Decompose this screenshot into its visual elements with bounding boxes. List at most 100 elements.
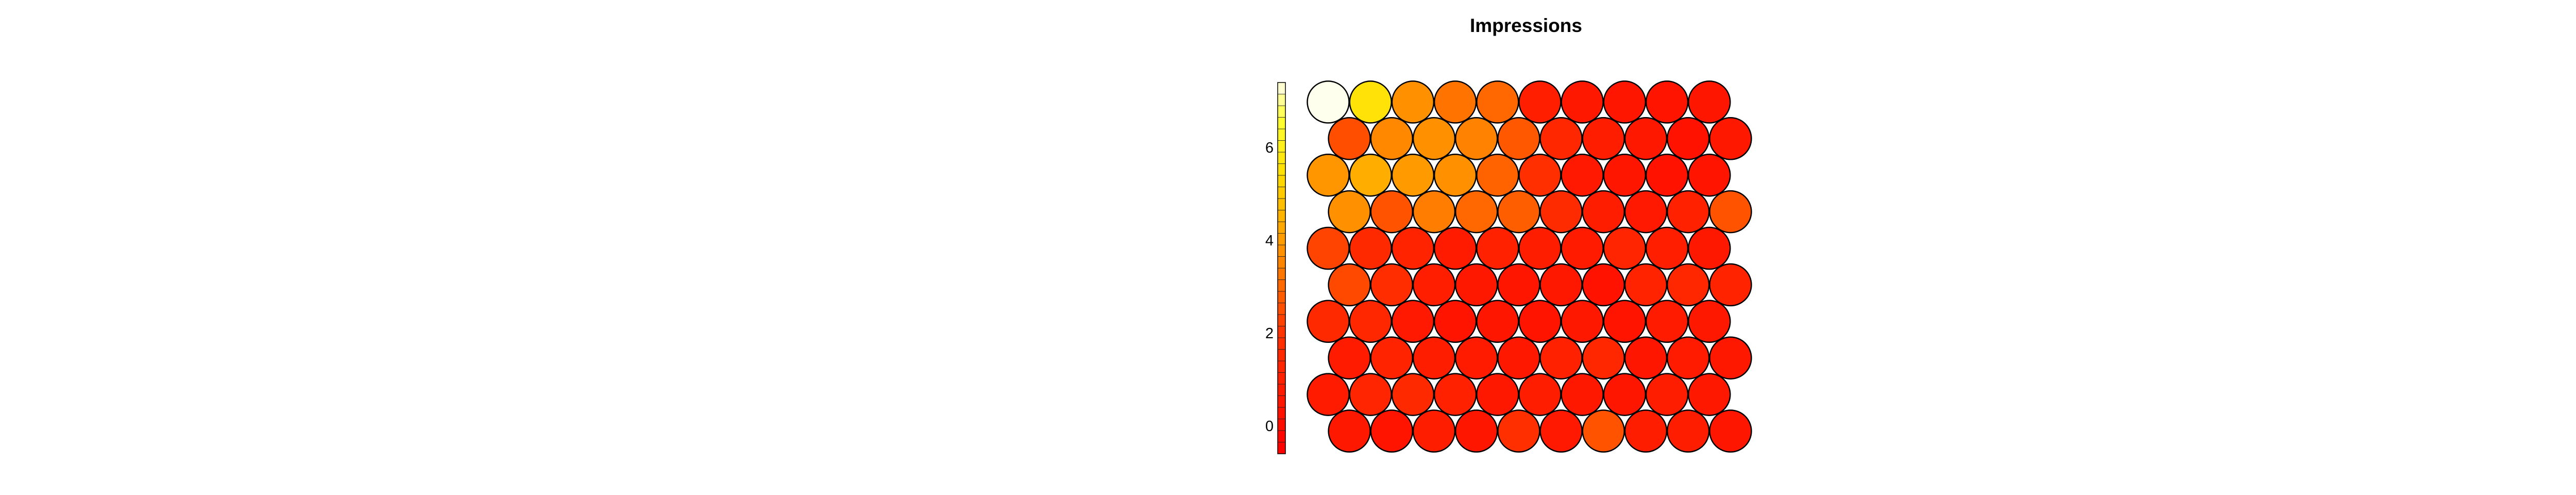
hex-cell: [1561, 226, 1604, 270]
hex-cell: [1433, 373, 1477, 416]
hex-cell: [1412, 336, 1456, 380]
hex-cell: [1561, 373, 1604, 416]
hex-cell: [1645, 80, 1689, 124]
legend-color-segment: [1277, 384, 1286, 396]
hex-cell: [1307, 80, 1350, 124]
hex-cell: [1328, 409, 1371, 453]
hex-cell: [1476, 80, 1519, 124]
legend-color-segment: [1277, 163, 1286, 176]
hex-cell: [1497, 263, 1540, 307]
hex-cell: [1582, 336, 1625, 380]
legend-color-segment: [1277, 82, 1286, 94]
legend-tick-labels: 0 2 4 6: [1265, 140, 1274, 435]
legend-color-segment: [1277, 244, 1286, 257]
legend-color-segment: [1277, 303, 1286, 315]
hex-cell: [1391, 226, 1435, 270]
hex-cell: [1709, 117, 1752, 160]
hex-cell: [1370, 409, 1414, 453]
hex-cell: [1370, 117, 1414, 160]
hex-cell: [1688, 226, 1731, 270]
hex-cell: [1454, 263, 1498, 307]
hex-cell: [1476, 226, 1519, 270]
hex-cell: [1497, 117, 1540, 160]
hex-cell: [1391, 80, 1435, 124]
hex-cell: [1412, 190, 1456, 234]
hex-cell: [1645, 226, 1689, 270]
hex-cell: [1391, 373, 1435, 416]
hex-cell: [1561, 153, 1604, 197]
legend-color-segment: [1277, 221, 1286, 234]
hex-cell: [1603, 80, 1647, 124]
legend-tick-label: 2: [1265, 325, 1274, 342]
legend-color-segment: [1277, 326, 1286, 338]
hex-cell: [1666, 117, 1710, 160]
hex-cell: [1539, 336, 1583, 380]
hex-cell: [1476, 300, 1519, 343]
hex-cell: [1688, 373, 1731, 416]
legend-color-segment: [1277, 117, 1286, 129]
hex-cell: [1603, 153, 1647, 197]
hex-cell: [1328, 336, 1371, 380]
legend-color-segment: [1277, 360, 1286, 373]
hex-cell: [1412, 263, 1456, 307]
legend-color-segment: [1277, 152, 1286, 164]
hex-cell: [1497, 336, 1540, 380]
hex-cell: [1561, 300, 1604, 343]
hex-cell: [1307, 153, 1350, 197]
hex-cell: [1307, 300, 1350, 343]
hex-cell: [1518, 153, 1562, 197]
hex-cell: [1412, 117, 1456, 160]
hex-cell: [1709, 409, 1752, 453]
hex-cell: [1582, 117, 1625, 160]
hex-cell: [1328, 190, 1371, 234]
legend-color-segment: [1277, 210, 1286, 222]
hex-cell: [1539, 263, 1583, 307]
hex-cell: [1666, 336, 1710, 380]
hex-cell: [1688, 153, 1731, 197]
hex-cell: [1624, 336, 1668, 380]
hex-cell: [1476, 373, 1519, 416]
hex-cell: [1688, 300, 1731, 343]
hex-cell: [1454, 117, 1498, 160]
hex-cell: [1370, 336, 1414, 380]
hex-cell: [1349, 373, 1392, 416]
hex-cell: [1349, 226, 1392, 270]
hex-cell: [1624, 263, 1668, 307]
legend-color-segment: [1277, 442, 1286, 454]
hex-cell: [1624, 409, 1668, 453]
legend-color-segment: [1277, 395, 1286, 408]
legend-color-segment: [1277, 337, 1286, 350]
legend-color-segment: [1277, 140, 1286, 153]
legend-tick-label: 4: [1265, 233, 1274, 249]
hex-cell: [1454, 336, 1498, 380]
hex-cell: [1370, 263, 1414, 307]
hex-cell: [1603, 300, 1647, 343]
hex-cell: [1666, 190, 1710, 234]
legend-color-segment: [1277, 105, 1286, 118]
hex-cell: [1645, 153, 1689, 197]
hex-cell: [1433, 300, 1477, 343]
hex-cell: [1454, 190, 1498, 234]
hex-cell: [1709, 336, 1752, 380]
hex-cell: [1349, 153, 1392, 197]
hex-cell: [1307, 226, 1350, 270]
hex-cell: [1582, 263, 1625, 307]
legend-color-segment: [1277, 419, 1286, 431]
hex-cell: [1624, 190, 1668, 234]
hex-cell: [1561, 80, 1604, 124]
hex-cell: [1624, 117, 1668, 160]
hex-cell: [1391, 153, 1435, 197]
hex-cell: [1582, 409, 1625, 453]
hex-cell: [1709, 190, 1752, 234]
legend-color-segment: [1277, 349, 1286, 361]
hex-cell: [1391, 300, 1435, 343]
hex-cell: [1645, 300, 1689, 343]
legend-color-segment: [1277, 128, 1286, 141]
hex-cell: [1539, 117, 1583, 160]
hex-cell: [1539, 190, 1583, 234]
chart-title: Impressions: [1470, 15, 1582, 36]
hex-cell: [1370, 190, 1414, 234]
hex-cell: [1539, 409, 1583, 453]
hex-cell: [1349, 300, 1392, 343]
